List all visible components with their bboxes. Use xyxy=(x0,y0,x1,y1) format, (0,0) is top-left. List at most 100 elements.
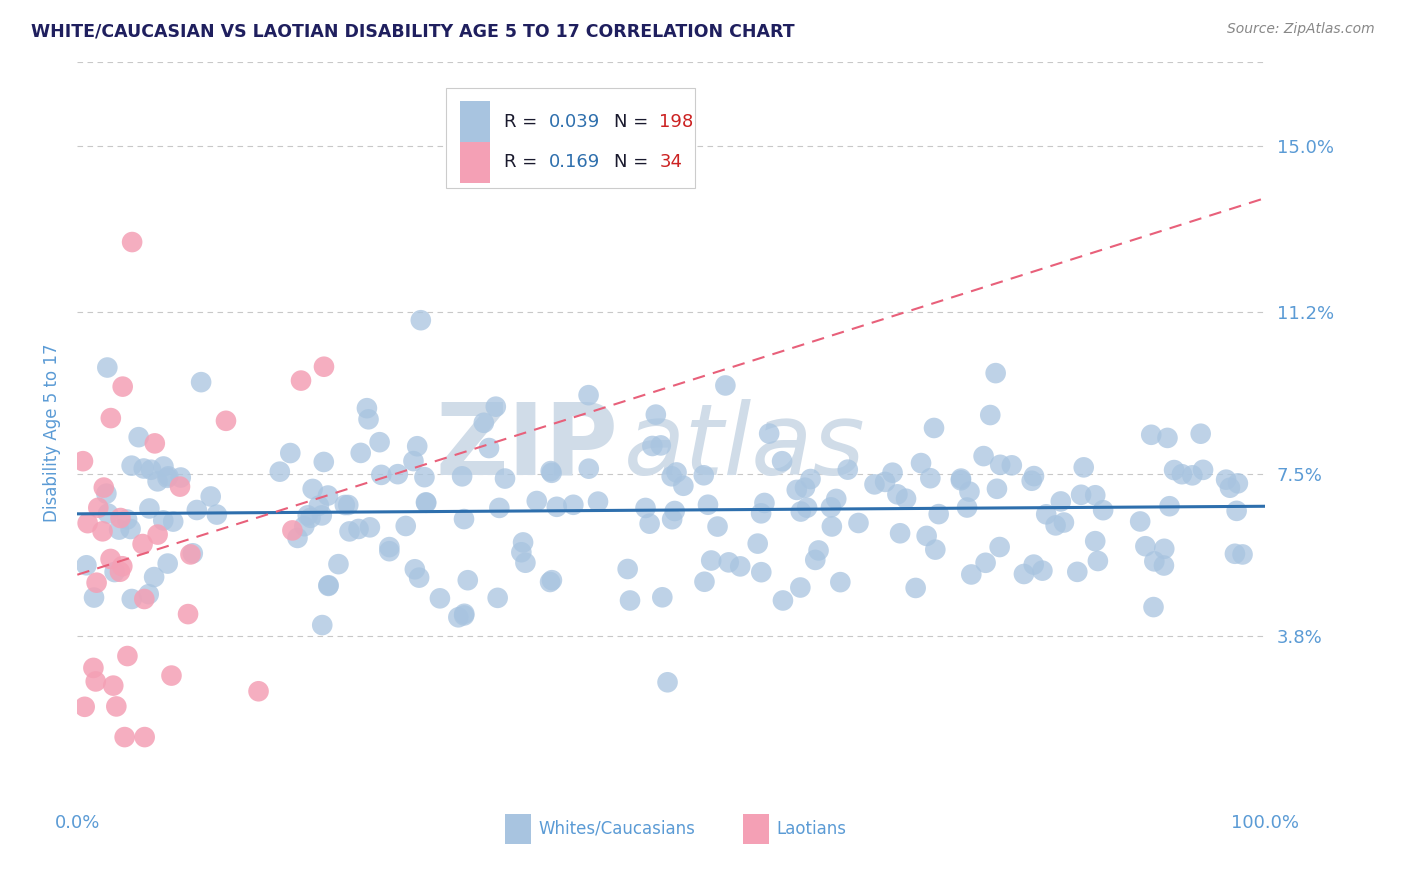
Point xyxy=(370,467,392,482)
Point xyxy=(103,679,125,693)
Point xyxy=(316,489,339,503)
Point xyxy=(693,468,716,483)
Point xyxy=(93,481,115,495)
Point xyxy=(700,553,723,567)
Point xyxy=(138,501,160,516)
Point xyxy=(177,607,200,621)
Point xyxy=(100,552,122,566)
Point xyxy=(1232,548,1254,562)
Point xyxy=(111,559,134,574)
Point xyxy=(1153,558,1175,573)
Point xyxy=(541,573,564,587)
Point xyxy=(863,477,886,491)
Point xyxy=(949,473,972,487)
Point xyxy=(697,498,720,512)
Point xyxy=(540,464,562,478)
Point xyxy=(357,412,380,426)
Point xyxy=(1163,463,1185,477)
Point xyxy=(1140,427,1163,442)
Point xyxy=(988,458,1011,472)
Point xyxy=(200,490,222,504)
Point xyxy=(1129,515,1152,529)
FancyBboxPatch shape xyxy=(460,102,489,142)
Point xyxy=(115,512,138,526)
Point xyxy=(1084,534,1107,549)
Point xyxy=(72,454,94,468)
Point xyxy=(619,593,641,607)
Point xyxy=(76,516,98,530)
Point xyxy=(415,495,437,509)
Point xyxy=(1189,426,1212,441)
FancyBboxPatch shape xyxy=(505,814,531,844)
Point xyxy=(451,469,474,483)
Point xyxy=(924,542,946,557)
Point xyxy=(453,512,475,526)
Point xyxy=(664,504,686,518)
Point xyxy=(134,730,156,744)
Point xyxy=(472,416,495,430)
Point xyxy=(821,519,844,533)
Point xyxy=(312,359,335,374)
Point xyxy=(73,699,96,714)
Point xyxy=(318,578,340,592)
Point xyxy=(395,519,418,533)
Point xyxy=(644,408,666,422)
Point xyxy=(928,507,950,521)
Point xyxy=(105,699,128,714)
Point xyxy=(287,531,309,545)
Point xyxy=(882,466,904,480)
Point xyxy=(510,545,533,559)
Point xyxy=(156,557,179,571)
Point xyxy=(1053,516,1076,530)
Point xyxy=(754,496,776,510)
Text: Laotians: Laotians xyxy=(776,820,846,838)
Point xyxy=(1156,431,1178,445)
Point xyxy=(634,500,657,515)
Point xyxy=(915,529,938,543)
Point xyxy=(538,574,561,589)
Text: ZIP: ZIP xyxy=(434,399,617,496)
Point xyxy=(134,592,156,607)
Point xyxy=(152,513,174,527)
Point xyxy=(215,414,238,428)
Point xyxy=(1031,564,1053,578)
Point xyxy=(693,574,716,589)
Point xyxy=(825,491,848,506)
Point xyxy=(378,540,401,554)
Point xyxy=(848,516,870,530)
Point xyxy=(973,449,995,463)
Point xyxy=(160,668,183,682)
Point xyxy=(641,439,664,453)
Point xyxy=(453,607,475,621)
Point xyxy=(540,466,562,480)
Point xyxy=(586,494,609,508)
Point xyxy=(1035,508,1057,522)
Point xyxy=(894,491,917,506)
Text: 34: 34 xyxy=(659,153,682,171)
Point xyxy=(714,378,737,392)
Point xyxy=(170,470,193,484)
Point xyxy=(651,591,673,605)
Point xyxy=(949,472,972,486)
Point xyxy=(408,571,430,585)
Point xyxy=(959,484,981,499)
Point xyxy=(578,461,600,475)
Point xyxy=(830,575,852,590)
Point xyxy=(770,454,793,468)
Point xyxy=(269,465,291,479)
Point xyxy=(108,565,131,579)
Point xyxy=(796,500,818,515)
FancyBboxPatch shape xyxy=(446,88,695,188)
Point xyxy=(1153,541,1175,556)
Point xyxy=(979,408,1001,422)
Point xyxy=(494,472,516,486)
Point xyxy=(488,500,510,515)
Point xyxy=(359,520,381,534)
Point xyxy=(986,482,1008,496)
Point xyxy=(1215,473,1237,487)
Point xyxy=(1219,481,1241,495)
Point xyxy=(546,500,568,514)
Point xyxy=(121,458,143,473)
Point xyxy=(984,366,1007,380)
Point xyxy=(387,467,409,482)
